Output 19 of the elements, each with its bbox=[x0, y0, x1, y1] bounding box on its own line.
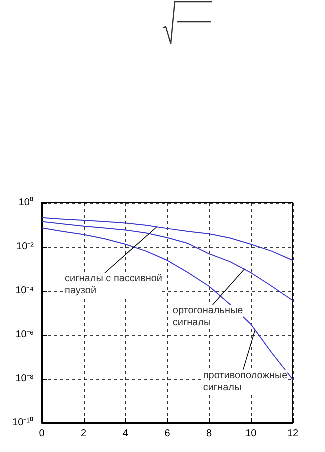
x-tick-label: 8 bbox=[206, 428, 213, 440]
x-tick-label: 6 bbox=[164, 428, 171, 440]
x-tick-label: 2 bbox=[81, 428, 88, 440]
annotation: противоположные сигналы bbox=[203, 370, 288, 394]
y-tick-label: 10⁻⁴ bbox=[16, 286, 34, 296]
line-series bbox=[42, 221, 294, 302]
annotation: ортогональные сигналы bbox=[172, 306, 244, 328]
x-tick-label: 0 bbox=[39, 428, 46, 440]
y-tick-label: 10⁻² bbox=[16, 242, 35, 252]
line-series bbox=[42, 228, 294, 380]
y-tick-label: 10⁻⁶ bbox=[16, 330, 34, 340]
x-tick-label: 10 bbox=[246, 428, 258, 440]
x-tick-label: 4 bbox=[122, 428, 129, 440]
line-series bbox=[42, 217, 294, 262]
annotation: сигналы с пассивной паузой bbox=[65, 274, 162, 297]
y-tick-label: 10⁻⁸ bbox=[16, 374, 34, 384]
y-tick-label: 10⁰ bbox=[18, 196, 34, 208]
x-tick-label: 12 bbox=[287, 428, 299, 440]
y-tick-label: 10⁻¹⁰ bbox=[12, 416, 34, 428]
